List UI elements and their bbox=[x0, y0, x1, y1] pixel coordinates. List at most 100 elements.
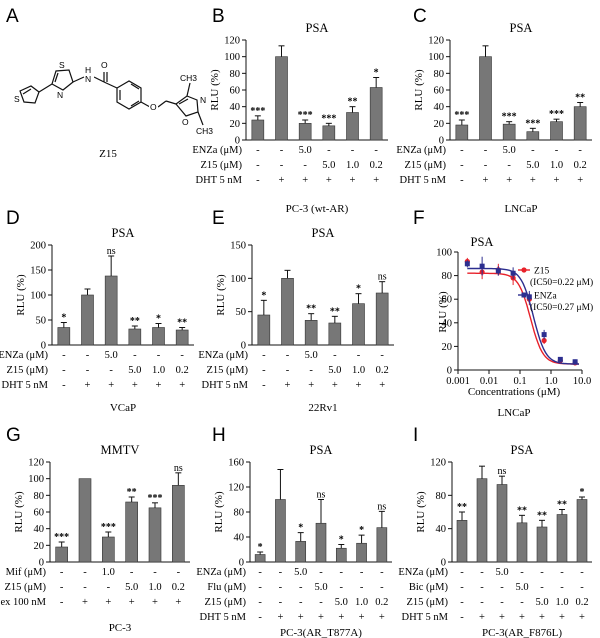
atom-o-carbonyl: O bbox=[101, 60, 108, 70]
condition-cell: 5.0 bbox=[322, 160, 335, 171]
condition-label: DHT 5 nM bbox=[400, 175, 447, 186]
bar bbox=[315, 522, 327, 563]
data-point-enza bbox=[557, 356, 563, 362]
y-tick-label: 0 bbox=[239, 558, 244, 569]
bar bbox=[295, 541, 307, 563]
condition-cell: 5.0 bbox=[526, 160, 539, 171]
panel-title: PSA bbox=[510, 21, 533, 35]
condition-label: DHT 5 nM bbox=[200, 612, 247, 623]
y-tick-label: 40 bbox=[34, 524, 45, 535]
bar bbox=[536, 526, 548, 563]
condition-cell: + bbox=[479, 612, 485, 623]
panel-a: A bbox=[6, 6, 213, 160]
condition-label: ENZa (μM) bbox=[398, 567, 448, 578]
condition-cell: - bbox=[500, 597, 504, 608]
condition-cell: - bbox=[380, 582, 384, 593]
condition-cell: - bbox=[286, 365, 290, 376]
bar bbox=[322, 125, 336, 141]
data-point-enza bbox=[572, 359, 578, 365]
y-tick-label: 80 bbox=[234, 508, 245, 519]
y-tick-label: 0 bbox=[235, 136, 240, 147]
condition-cell: - bbox=[507, 160, 511, 171]
y-tick-label: 20 bbox=[442, 342, 453, 353]
y-tick-label: 40 bbox=[234, 533, 245, 544]
condition-label: Z15 (μM) bbox=[5, 582, 47, 593]
y-tick-label: 50 bbox=[236, 307, 247, 318]
bar bbox=[328, 322, 342, 346]
thiophene-ring bbox=[19, 85, 40, 104]
significance-label: * bbox=[261, 290, 266, 301]
bar bbox=[57, 327, 71, 346]
significance-label: ** bbox=[557, 500, 567, 511]
condition-cell: - bbox=[560, 567, 564, 578]
atom-mask bbox=[85, 71, 94, 85]
condition-cell: + bbox=[179, 380, 185, 391]
condition-cell: + bbox=[373, 175, 379, 186]
condition-cell: - bbox=[480, 567, 484, 578]
condition-cell: - bbox=[460, 612, 464, 623]
condition-cell: - bbox=[578, 145, 582, 156]
condition-cell: - bbox=[531, 145, 535, 156]
bar bbox=[78, 478, 92, 563]
bar bbox=[251, 119, 265, 141]
x-tick-label: 0.1 bbox=[513, 376, 526, 387]
bar bbox=[455, 124, 469, 141]
condition-label: DHT 5 nM bbox=[2, 380, 49, 391]
condition-cell: - bbox=[374, 145, 378, 156]
legend-ic50: (IC50=0.27 μM) bbox=[530, 302, 593, 313]
significance-label: ** bbox=[537, 510, 547, 521]
panel-title: PSA bbox=[306, 21, 329, 35]
bond bbox=[186, 82, 191, 97]
condition-cell: + bbox=[152, 597, 158, 608]
bar bbox=[172, 485, 185, 563]
y-axis-label: RLU (%) bbox=[213, 491, 225, 533]
bar bbox=[352, 303, 365, 346]
condition-cell: - bbox=[279, 597, 283, 608]
bar bbox=[375, 292, 389, 346]
cell-line-label: PC-3 (wt-AR) bbox=[286, 203, 349, 215]
condition-cell: + bbox=[332, 380, 338, 391]
condition-label: Z15 (μM) bbox=[205, 597, 247, 608]
y-tick-label: 0 bbox=[41, 341, 46, 352]
condition-cell: - bbox=[540, 582, 544, 593]
y-tick-label: 100 bbox=[230, 274, 246, 285]
condition-cell: + bbox=[279, 175, 285, 186]
condition-cell: - bbox=[256, 160, 260, 171]
condition-cell: - bbox=[86, 350, 90, 361]
bond bbox=[130, 100, 140, 107]
significance-label: ** bbox=[457, 502, 467, 513]
y-tick-label: 80 bbox=[34, 491, 45, 502]
condition-cell: 0.2 bbox=[370, 160, 383, 171]
condition-cell: + bbox=[519, 612, 525, 623]
condition-cell: - bbox=[360, 582, 364, 593]
condition-cell: 1.0 bbox=[355, 597, 368, 608]
condition-cell: - bbox=[460, 175, 464, 186]
y-tick-label: 0 bbox=[447, 366, 452, 377]
y-tick-label: 120 bbox=[28, 458, 44, 469]
atom-mask bbox=[149, 101, 158, 113]
panel-f: F PSA RLU (%) Concentrations (μM) LNCaP … bbox=[413, 208, 593, 419]
condition-cell: - bbox=[280, 145, 284, 156]
significance-label: ** bbox=[177, 318, 187, 329]
atom-s-thiazole: S bbox=[59, 60, 65, 70]
y-tick-label: 100 bbox=[28, 474, 44, 485]
legend-label: ENZa bbox=[534, 292, 557, 302]
condition-label: Z15 (μM) bbox=[201, 160, 243, 171]
panel-title: PSA bbox=[310, 443, 333, 457]
condition-cell: - bbox=[580, 567, 584, 578]
condition-cell: 5.0 bbox=[535, 597, 548, 608]
significance-label: *** bbox=[250, 106, 265, 117]
condition-cell: + bbox=[338, 612, 344, 623]
condition-cell: - bbox=[60, 567, 64, 578]
condition-cell: + bbox=[577, 175, 583, 186]
condition-cell: - bbox=[460, 145, 464, 156]
significance-label: ** bbox=[127, 487, 137, 498]
condition-cell: - bbox=[319, 597, 323, 608]
condition-cell: + bbox=[359, 612, 365, 623]
bar bbox=[104, 275, 118, 346]
y-tick-label: 60 bbox=[442, 295, 453, 306]
condition-cell: - bbox=[286, 350, 290, 361]
y-tick-label: 40 bbox=[434, 102, 445, 113]
atom-n-thiazole: N bbox=[57, 90, 63, 100]
